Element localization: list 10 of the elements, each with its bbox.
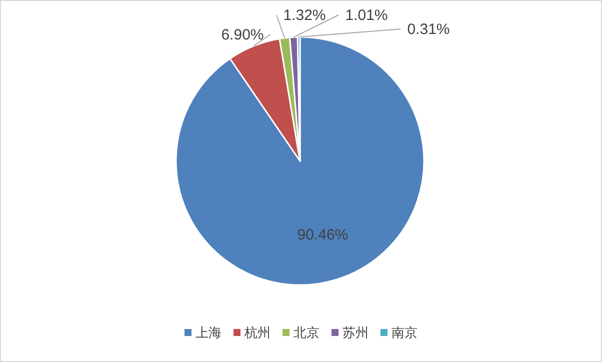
legend-label: 南京 <box>392 325 418 340</box>
legend-label: 北京 <box>294 325 320 340</box>
legend-label: 苏州 <box>342 325 368 340</box>
data-label: 1.32% <box>283 7 326 24</box>
legend-label: 杭州 <box>244 325 270 340</box>
data-label: 1.01% <box>345 7 388 24</box>
data-label: 6.90% <box>221 26 264 44</box>
data-label: 90.46% <box>297 226 348 244</box>
legend-label: 上海 <box>196 325 222 340</box>
data-label: 0.31% <box>407 21 450 38</box>
